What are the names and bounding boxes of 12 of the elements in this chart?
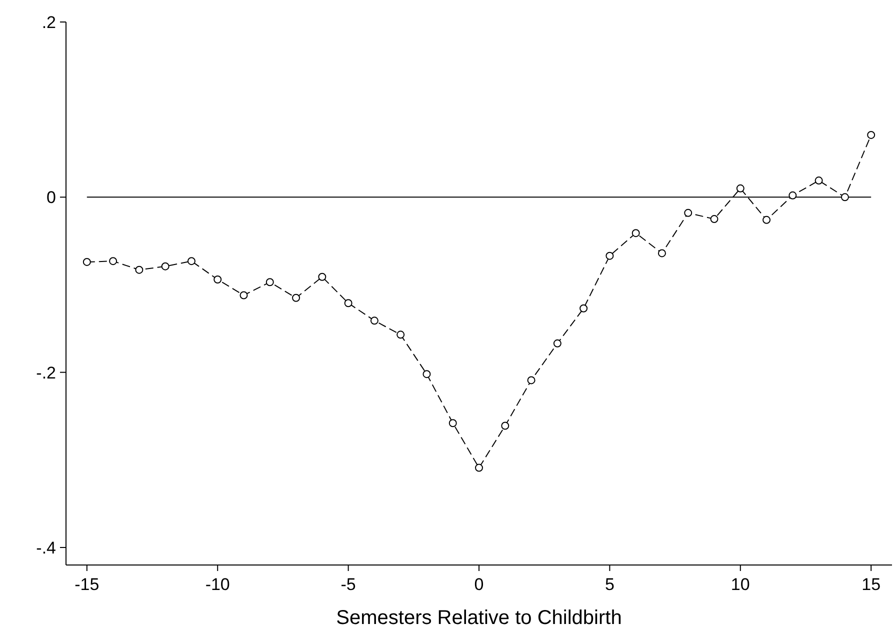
y-tick-label: -.2 <box>36 363 56 382</box>
x-tick-label: 15 <box>862 575 881 594</box>
x-tick-label: -10 <box>205 575 230 594</box>
y-tick-label: .2 <box>42 12 56 32</box>
x-tick-label: 10 <box>730 575 750 594</box>
x-tick-label: 5 <box>604 575 614 594</box>
y-tick-label: 0 <box>46 188 56 208</box>
x-axis-title: Semesters Relative to Childbirth <box>336 607 622 629</box>
x-tick-label: -5 <box>340 575 356 594</box>
x-tick-label: 0 <box>474 575 484 594</box>
y-tick-label: -.4 <box>36 538 56 558</box>
x-tick-label: -15 <box>74 575 100 594</box>
